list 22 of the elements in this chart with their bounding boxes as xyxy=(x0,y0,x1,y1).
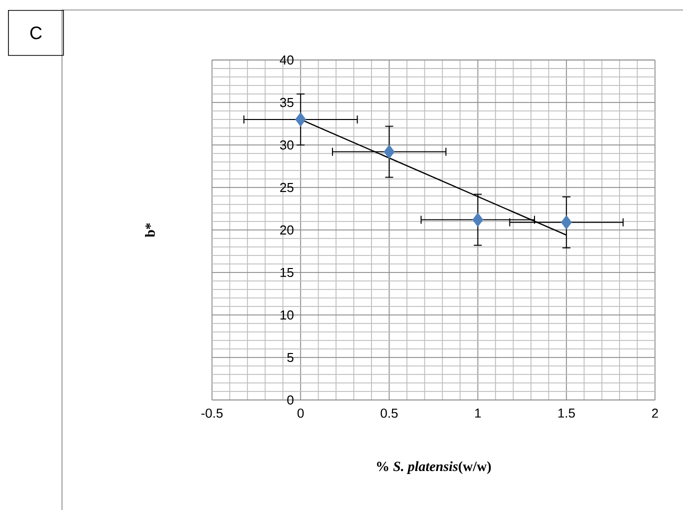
x-tick-label: 0 xyxy=(298,408,304,418)
y-tick-label: 10 xyxy=(280,310,294,320)
text: C xyxy=(30,26,42,40)
y-axis-title: b* xyxy=(145,223,155,238)
x-tick-label: 2 xyxy=(652,408,658,418)
x-tick-label: 0.5 xyxy=(380,408,398,418)
point xyxy=(384,144,395,159)
y-tick-label: 25 xyxy=(280,182,294,192)
y-tick-label: 35 xyxy=(280,98,294,108)
x-tick-label: 1 xyxy=(475,408,481,418)
x-axis-title: % S. platensis(w/w) xyxy=(377,461,491,474)
y-tick-label: 15 xyxy=(280,268,294,278)
x-tick-label: -0.5 xyxy=(201,408,223,418)
y-tick-label: 5 xyxy=(287,352,294,362)
point xyxy=(472,212,484,227)
y-tick-label: 40 xyxy=(280,55,294,65)
point xyxy=(295,112,306,127)
y-tick-label: 0 xyxy=(287,395,294,405)
y-tick-label: 20 xyxy=(280,225,294,235)
y-tick-label: 30 xyxy=(280,140,294,150)
x-tick-label: 1.5 xyxy=(558,408,575,418)
point xyxy=(560,215,572,230)
